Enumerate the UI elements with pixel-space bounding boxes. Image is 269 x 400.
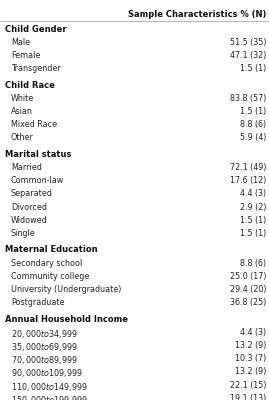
Text: Child Gender: Child Gender	[5, 24, 67, 34]
Text: 5.9 (4): 5.9 (4)	[240, 133, 266, 142]
Text: 1.5 (1): 1.5 (1)	[240, 216, 266, 225]
Text: 36.8 (25): 36.8 (25)	[230, 298, 266, 307]
Text: $150,000 to $199,999: $150,000 to $199,999	[11, 394, 88, 400]
Text: Other: Other	[11, 133, 34, 142]
Text: 2.9 (2): 2.9 (2)	[240, 202, 266, 212]
Text: 1.5 (1): 1.5 (1)	[240, 64, 266, 73]
Text: 10.3 (7): 10.3 (7)	[235, 354, 266, 363]
Text: University (Undergraduate): University (Undergraduate)	[11, 285, 121, 294]
Text: 25.0 (17): 25.0 (17)	[230, 272, 266, 281]
Text: Community college: Community college	[11, 272, 89, 281]
Text: 47.1 (32): 47.1 (32)	[230, 51, 266, 60]
Text: Single: Single	[11, 229, 36, 238]
Text: Female: Female	[11, 51, 40, 60]
Text: Widowed: Widowed	[11, 216, 48, 225]
Text: 19.1 (13): 19.1 (13)	[230, 394, 266, 400]
Text: $110,000 to $149,999: $110,000 to $149,999	[11, 380, 88, 392]
Text: 1.5 (1): 1.5 (1)	[240, 107, 266, 116]
Text: 22.1 (15): 22.1 (15)	[230, 380, 266, 390]
Text: 13.2 (9): 13.2 (9)	[235, 367, 266, 376]
Text: Divorced: Divorced	[11, 202, 47, 212]
Text: 4.4 (3): 4.4 (3)	[240, 189, 266, 198]
Text: Child Race: Child Race	[5, 80, 55, 90]
Text: Secondary school: Secondary school	[11, 258, 82, 268]
Text: Maternal Education: Maternal Education	[5, 245, 98, 254]
Text: Marital status: Marital status	[5, 150, 72, 159]
Text: Asian: Asian	[11, 107, 33, 116]
Text: Annual Household Income: Annual Household Income	[5, 314, 128, 324]
Text: 1.5 (1): 1.5 (1)	[240, 229, 266, 238]
Text: $35,000 to $69,999: $35,000 to $69,999	[11, 341, 78, 353]
Text: 83.8 (57): 83.8 (57)	[230, 94, 266, 103]
Text: Transgender: Transgender	[11, 64, 61, 73]
Text: Separated: Separated	[11, 189, 53, 198]
Text: $70,000 to $89,999: $70,000 to $89,999	[11, 354, 78, 366]
Text: 51.5 (35): 51.5 (35)	[230, 38, 266, 47]
Text: 8.8 (6): 8.8 (6)	[240, 120, 266, 129]
Text: 29.4 (20): 29.4 (20)	[230, 285, 266, 294]
Text: 72.1 (49): 72.1 (49)	[230, 163, 266, 172]
Text: White: White	[11, 94, 34, 103]
Text: Sample Characteristics % (N): Sample Characteristics % (N)	[128, 10, 266, 19]
Text: Common-law: Common-law	[11, 176, 64, 185]
Text: Married: Married	[11, 163, 42, 172]
Text: $20,000 to $34,999: $20,000 to $34,999	[11, 328, 78, 340]
Text: Postgraduate: Postgraduate	[11, 298, 64, 307]
Text: Male: Male	[11, 38, 30, 47]
Text: 8.8 (6): 8.8 (6)	[240, 258, 266, 268]
Text: 4.4 (3): 4.4 (3)	[240, 328, 266, 337]
Text: $90,000 to $109,999: $90,000 to $109,999	[11, 367, 83, 379]
Text: 13.2 (9): 13.2 (9)	[235, 341, 266, 350]
Text: 17.6 (12): 17.6 (12)	[230, 176, 266, 185]
Text: Mixed Race: Mixed Race	[11, 120, 57, 129]
